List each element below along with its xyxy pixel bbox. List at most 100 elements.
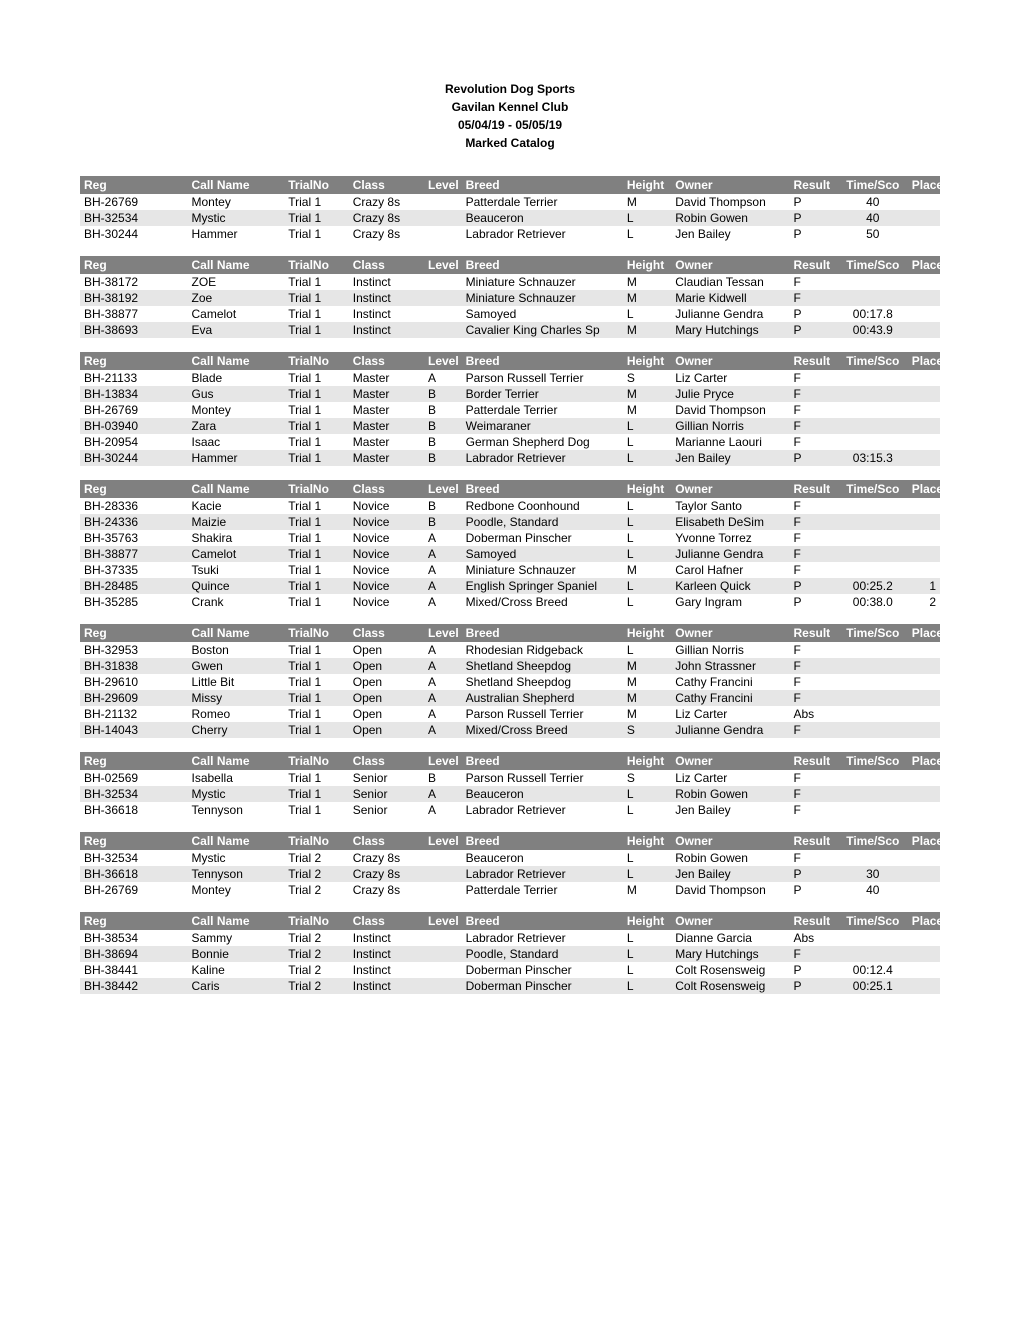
col-header-time: Time/Sco xyxy=(838,752,908,770)
cell-level: B xyxy=(424,434,462,450)
cell-call: Zara xyxy=(188,418,285,434)
cell-result: P xyxy=(790,882,838,898)
cell-place xyxy=(908,850,940,866)
table-row: BH-38441KalineTrial 2InstinctDoberman Pi… xyxy=(80,962,940,978)
col-header-class: Class xyxy=(349,624,424,642)
cell-time xyxy=(838,946,908,962)
col-header-breed: Breed xyxy=(462,176,623,194)
cell-height: L xyxy=(623,962,671,978)
col-header-level: Level xyxy=(424,624,462,642)
cell-trial: Trial 2 xyxy=(284,930,349,946)
cell-reg: BH-24336 xyxy=(80,514,188,530)
cell-class: Novice xyxy=(349,498,424,514)
cell-breed: Samoyed xyxy=(462,546,623,562)
table-row: BH-26769MonteyTrial 2Crazy 8sPatterdale … xyxy=(80,882,940,898)
table-row: BH-26769MonteyTrial 1Crazy 8sPatterdale … xyxy=(80,194,940,210)
cell-time xyxy=(838,786,908,802)
cell-call: Missy xyxy=(188,690,285,706)
cell-owner: Taylor Santo xyxy=(671,498,789,514)
cell-reg: BH-38534 xyxy=(80,930,188,946)
result-table: RegCall NameTrialNoClassLevelBreedHeight… xyxy=(80,480,940,610)
col-header-reg: Reg xyxy=(80,832,188,850)
cell-place xyxy=(908,882,940,898)
cell-breed: Doberman Pinscher xyxy=(462,530,623,546)
cell-result: F xyxy=(790,562,838,578)
col-header-breed: Breed xyxy=(462,832,623,850)
cell-class: Novice xyxy=(349,546,424,562)
col-header-trial: TrialNo xyxy=(284,352,349,370)
cell-reg: BH-32534 xyxy=(80,786,188,802)
cell-call: Crank xyxy=(188,594,285,610)
cell-breed: Parson Russell Terrier xyxy=(462,770,623,786)
cell-result: F xyxy=(790,770,838,786)
table-header-row: RegCall NameTrialNoClassLevelBreedHeight… xyxy=(80,176,940,194)
cell-level: B xyxy=(424,402,462,418)
col-header-place: Place xyxy=(908,176,940,194)
cell-trial: Trial 1 xyxy=(284,770,349,786)
cell-time: 00:43.9 xyxy=(838,322,908,338)
cell-time xyxy=(838,386,908,402)
cell-level xyxy=(424,226,462,242)
col-header-result: Result xyxy=(790,624,838,642)
cell-reg: BH-32534 xyxy=(80,210,188,226)
col-header-call: Call Name xyxy=(188,624,285,642)
table-row: BH-32534MysticTrial 1Crazy 8sBeauceronLR… xyxy=(80,210,940,226)
result-table: RegCall NameTrialNoClassLevelBreedHeight… xyxy=(80,176,940,242)
cell-result: P xyxy=(790,578,838,594)
cell-height: L xyxy=(623,498,671,514)
cell-call: Camelot xyxy=(188,546,285,562)
cell-call: Mystic xyxy=(188,210,285,226)
cell-level xyxy=(424,290,462,306)
cell-level: A xyxy=(424,722,462,738)
table-header-row: RegCall NameTrialNoClassLevelBreedHeight… xyxy=(80,256,940,274)
cell-call: Gwen xyxy=(188,658,285,674)
col-header-result: Result xyxy=(790,352,838,370)
cell-result: Abs xyxy=(790,706,838,722)
result-section: RegCall NameTrialNoClassLevelBreedHeight… xyxy=(80,624,940,738)
cell-time: 50 xyxy=(838,226,908,242)
table-row: BH-28485QuinceTrial 1NoviceAEnglish Spri… xyxy=(80,578,940,594)
cell-reg: BH-38172 xyxy=(80,274,188,290)
cell-level: B xyxy=(424,386,462,402)
col-header-breed: Breed xyxy=(462,624,623,642)
table-row: BH-38442CarisTrial 2InstinctDoberman Pin… xyxy=(80,978,940,994)
cell-result: F xyxy=(790,402,838,418)
cell-result: F xyxy=(790,802,838,818)
table-row: BH-37335TsukiTrial 1NoviceAMiniature Sch… xyxy=(80,562,940,578)
cell-reg: BH-38442 xyxy=(80,978,188,994)
table-row: BH-38172ZOETrial 1InstinctMiniature Schn… xyxy=(80,274,940,290)
cell-time xyxy=(838,274,908,290)
cell-result: P xyxy=(790,962,838,978)
col-header-place: Place xyxy=(908,480,940,498)
cell-level: A xyxy=(424,690,462,706)
cell-call: Tennyson xyxy=(188,802,285,818)
cell-place xyxy=(908,322,940,338)
cell-height: M xyxy=(623,194,671,210)
cell-height: L xyxy=(623,306,671,322)
cell-place xyxy=(908,274,940,290)
cell-reg: BH-32534 xyxy=(80,850,188,866)
cell-reg: BH-28485 xyxy=(80,578,188,594)
cell-height: L xyxy=(623,594,671,610)
cell-trial: Trial 1 xyxy=(284,274,349,290)
cell-breed: Mixed/Cross Breed xyxy=(462,594,623,610)
cell-owner: David Thompson xyxy=(671,402,789,418)
cell-time xyxy=(838,418,908,434)
cell-class: Crazy 8s xyxy=(349,210,424,226)
col-header-breed: Breed xyxy=(462,752,623,770)
cell-place xyxy=(908,786,940,802)
cell-level xyxy=(424,210,462,226)
col-header-place: Place xyxy=(908,352,940,370)
cell-place xyxy=(908,562,940,578)
cell-height: L xyxy=(623,210,671,226)
cell-result: F xyxy=(790,386,838,402)
cell-place xyxy=(908,722,940,738)
cell-class: Open xyxy=(349,690,424,706)
cell-breed: Labrador Retriever xyxy=(462,866,623,882)
cell-result: P xyxy=(790,226,838,242)
cell-time: 40 xyxy=(838,194,908,210)
col-header-class: Class xyxy=(349,832,424,850)
cell-height: L xyxy=(623,450,671,466)
cell-level: B xyxy=(424,514,462,530)
col-header-time: Time/Sco xyxy=(838,624,908,642)
